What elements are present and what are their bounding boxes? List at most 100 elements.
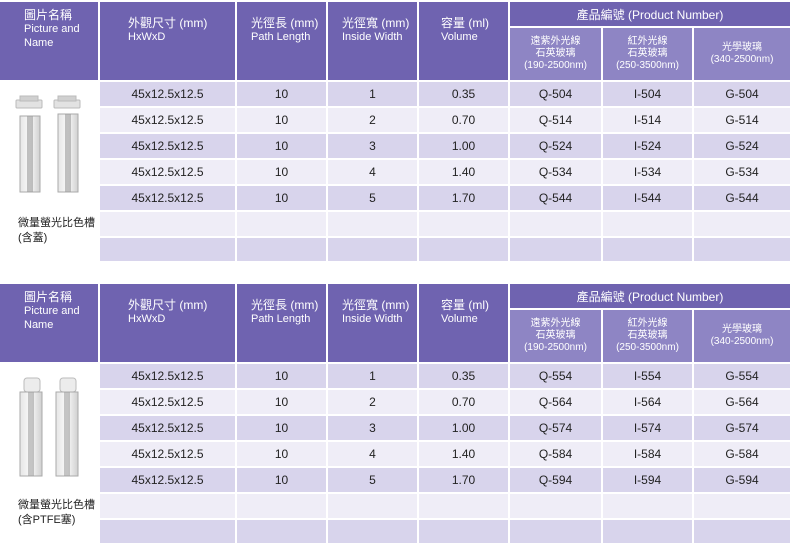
cell-vol: 1.70	[419, 186, 508, 210]
cell-g: G-574	[694, 416, 790, 440]
cell-g: G-544	[694, 186, 790, 210]
header-far-uv-quartz: 遠紫外光線 石英玻璃 (190-2500nm)	[510, 310, 601, 362]
caption-line-1: 微量螢光比色槽	[18, 499, 95, 511]
cell-g: G-504	[694, 82, 790, 106]
picture-caption: 微量螢光比色槽 (含蓋)	[18, 216, 95, 246]
cell-i: I-574	[603, 416, 692, 440]
cell-path: 10	[237, 82, 326, 106]
cell-path: 10	[237, 134, 326, 158]
cell-i: I-534	[603, 160, 692, 184]
cell-q: Q-584	[510, 442, 601, 466]
header-ir-quartz: 紅外光線 石英玻璃 (250-3500nm)	[603, 310, 692, 362]
cell-dim: 45x12.5x12.5	[100, 390, 235, 414]
product-table: 圖片名稱 Picture and Name 外觀尺寸 (mm) HxWxD 光徑…	[0, 0, 792, 263]
cell-vol: 0.35	[419, 82, 508, 106]
header-far-uv-quartz: 遠紫外光線 石英玻璃 (190-2500nm)	[510, 28, 601, 80]
header-optical-glass: 光學玻璃 (340-2500nm)	[694, 28, 790, 80]
cell-q	[510, 520, 601, 543]
cell-q: Q-544	[510, 186, 601, 210]
table-row: 45x12.5x12.5 10 4 1.40 Q-584 I-584 G-584	[0, 442, 790, 466]
cell-dim	[100, 494, 235, 518]
cell-path	[237, 520, 326, 543]
cell-q: Q-504	[510, 82, 601, 106]
cell-dim: 45x12.5x12.5	[100, 364, 235, 388]
cell-path: 10	[237, 108, 326, 132]
cell-i: I-564	[603, 390, 692, 414]
cell-dim: 45x12.5x12.5	[100, 442, 235, 466]
cell-vol: 1.00	[419, 416, 508, 440]
header-inside-width: 光徑寬 (mm) Inside Width	[328, 2, 417, 80]
cell-path: 10	[237, 364, 326, 388]
cell-width	[328, 520, 417, 543]
cell-g: G-584	[694, 442, 790, 466]
cell-width: 3	[328, 134, 417, 158]
cell-width	[328, 494, 417, 518]
table-row	[0, 238, 790, 261]
table-row: 45x12.5x12.5 10 5 1.70 Q-544 I-544 G-544	[0, 186, 790, 210]
cell-path: 10	[237, 186, 326, 210]
cell-width: 1	[328, 364, 417, 388]
picture-caption: 微量螢光比色槽 (含PTFE塞)	[18, 498, 95, 528]
cell-path: 10	[237, 390, 326, 414]
cell-path: 10	[237, 416, 326, 440]
cell-dim: 45x12.5x12.5	[100, 108, 235, 132]
cell-dim	[100, 238, 235, 261]
header-picture-name: 圖片名稱 Picture and Name	[0, 2, 98, 80]
cell-vol: 1.70	[419, 468, 508, 492]
cell-i: I-514	[603, 108, 692, 132]
header-optical-glass: 光學玻璃 (340-2500nm)	[694, 310, 790, 362]
cuvette-image	[19, 377, 79, 477]
cuvette-picture-cell	[0, 82, 98, 261]
table-row: 45x12.5x12.5 10 2 0.70 Q-564 I-564 G-564	[0, 390, 790, 414]
header-dimensions: 外觀尺寸 (mm) HxWxD	[100, 2, 235, 80]
table-row: 45x12.5x12.5 10 1 0.35 Q-554 I-554 G-554	[0, 364, 790, 543]
cell-dim: 45x12.5x12.5	[100, 160, 235, 184]
cell-i: I-584	[603, 442, 692, 466]
cell-vol	[419, 520, 508, 543]
table-row	[0, 212, 790, 236]
cell-i: I-504	[603, 82, 692, 106]
cuvette-image	[15, 95, 81, 193]
cell-i	[603, 494, 692, 518]
header-picture-name: 圖片名稱 Picture and Name	[0, 284, 98, 362]
cell-g: G-554	[694, 364, 790, 388]
cell-i	[603, 212, 692, 236]
cuvette-picture-cell	[0, 364, 98, 543]
cell-path	[237, 212, 326, 236]
cell-q: Q-564	[510, 390, 601, 414]
cell-q: Q-524	[510, 134, 601, 158]
cell-path	[237, 238, 326, 261]
cell-g	[694, 212, 790, 236]
cell-q: Q-514	[510, 108, 601, 132]
cell-width: 1	[328, 82, 417, 106]
header-dimensions: 外觀尺寸 (mm) HxWxD	[100, 284, 235, 362]
cell-vol: 0.35	[419, 364, 508, 388]
cell-dim	[100, 520, 235, 543]
cell-vol: 0.70	[419, 108, 508, 132]
table-row	[0, 520, 790, 543]
cell-width: 2	[328, 390, 417, 414]
caption-line-2: (含蓋)	[18, 232, 48, 244]
cell-path: 10	[237, 160, 326, 184]
cell-g	[694, 238, 790, 261]
cell-width: 4	[328, 442, 417, 466]
table-row: 45x12.5x12.5 10 4 1.40 Q-534 I-534 G-534	[0, 160, 790, 184]
cell-width	[328, 212, 417, 236]
cell-g	[694, 520, 790, 543]
cell-width: 5	[328, 186, 417, 210]
cell-i: I-554	[603, 364, 692, 388]
cell-dim	[100, 212, 235, 236]
cell-g: G-564	[694, 390, 790, 414]
cell-q	[510, 212, 601, 236]
caption-line-1: 微量螢光比色槽	[18, 217, 95, 229]
cell-q: Q-574	[510, 416, 601, 440]
cell-dim: 45x12.5x12.5	[100, 82, 235, 106]
header-product-number: 產品編號 (Product Number)	[510, 284, 790, 308]
cell-q	[510, 494, 601, 518]
cell-i	[603, 520, 692, 543]
cell-g: G-514	[694, 108, 790, 132]
cell-vol: 0.70	[419, 390, 508, 414]
cell-width: 2	[328, 108, 417, 132]
cell-g	[694, 494, 790, 518]
cell-q: Q-534	[510, 160, 601, 184]
